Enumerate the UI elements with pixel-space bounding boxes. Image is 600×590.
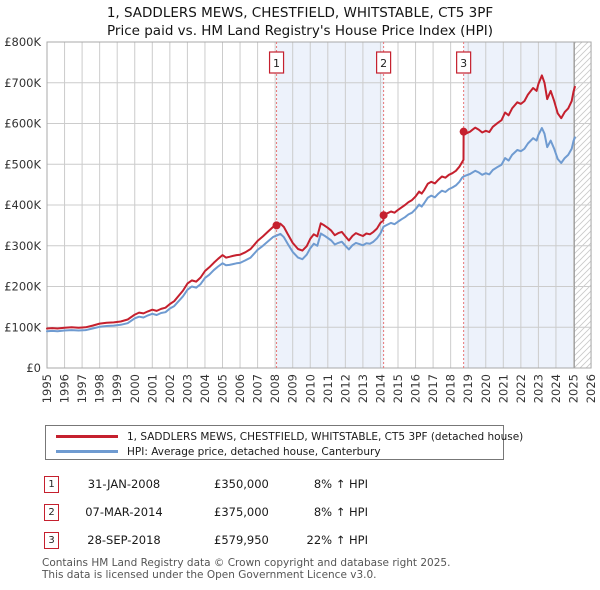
price-chart: 1, SADDLERS MEWS, CHESTFIELD, WHITSTABLE…: [4, 5, 598, 403]
sale-marker-box: [268, 51, 285, 74]
x-axis-label: 1997: [75, 374, 89, 403]
price-paid-line: [46, 74, 576, 330]
y-axis-label: £100K: [4, 320, 41, 334]
sale-number-badge: 1: [44, 476, 59, 493]
sale-marker-box: [376, 51, 392, 74]
license-footer: Contains HM Land Registry data © Crown c…: [42, 557, 451, 581]
legend-label-price: 1, SADDLERS MEWS, CHESTFIELD, WHITSTABLE…: [127, 430, 524, 443]
x-axis-label: 2009: [286, 374, 300, 403]
sale-marker-dot: [379, 211, 388, 220]
table-row: 2 07-MAR-2014 £375,000 8% ↑ HPI: [0, 504, 600, 522]
x-axis-label: 2008: [268, 374, 282, 403]
x-axis-label: 2015: [391, 374, 405, 403]
x-axis-label: 2020: [479, 374, 493, 403]
sale-marker-box: [456, 51, 472, 74]
table-row: 3 28-SEP-2018 £579,950 22% ↑ HPI: [0, 532, 600, 550]
x-axis-label: 2002: [163, 374, 177, 403]
sale-marker-number: 2: [380, 57, 387, 70]
x-axis-label: 1999: [110, 374, 124, 403]
sale-marker-dot: [272, 221, 281, 230]
x-axis-label: 1998: [93, 374, 107, 403]
sale-vs-hpi: 8% ↑ HPI: [313, 477, 368, 491]
x-axis-label: 1995: [40, 374, 54, 403]
x-axis-label: 2017: [426, 374, 440, 403]
x-axis-label: 2016: [409, 374, 423, 403]
sale-date: 28-SEP-2018: [87, 533, 161, 547]
x-axis-label: 2000: [128, 374, 142, 403]
page-subtitle: Price paid vs. HM Land Registry's House …: [107, 23, 493, 39]
y-axis-label: £200K: [4, 280, 41, 294]
x-axis-label: 2006: [233, 374, 247, 403]
x-axis-label: 2025: [567, 374, 581, 403]
chart-legend: 1, SADDLERS MEWS, CHESTFIELD, WHITSTABLE…: [45, 425, 523, 460]
sale-vs-hpi: 22% ↑ HPI: [306, 533, 368, 547]
x-axis-label: 2023: [531, 374, 545, 403]
x-axis-label: 2001: [145, 374, 159, 403]
sale-date: 07-MAR-2014: [85, 505, 163, 519]
y-axis-label: £700K: [4, 76, 41, 90]
y-axis-label: £800K: [4, 35, 41, 49]
x-axis-label: 1996: [58, 374, 72, 403]
sale-vs-hpi: 8% ↑ HPI: [313, 505, 368, 519]
y-axis-label: £600K: [4, 117, 41, 131]
legend-row-price: 1, SADDLERS MEWS, CHESTFIELD, WHITSTABLE…: [56, 429, 523, 444]
hpi-line-swatch: [56, 450, 118, 453]
x-axis-label: 2026: [584, 374, 598, 403]
sale-price: £350,000: [214, 477, 269, 491]
sale-date: 31-JAN-2008: [87, 477, 161, 491]
x-axis-label: 2004: [198, 374, 212, 403]
sale-marker-number: 3: [460, 57, 467, 70]
sale-marker-dot: [459, 127, 468, 136]
x-axis-label: 2013: [356, 374, 370, 403]
footer-line-1: Contains HM Land Registry data © Crown c…: [42, 557, 451, 569]
y-axis-label: £400K: [4, 198, 41, 212]
sale-price: £375,000: [214, 505, 269, 519]
sale-price: £579,950: [214, 533, 269, 547]
sale-marker-number: 1: [273, 57, 280, 70]
x-axis-label: 2011: [321, 374, 335, 403]
plot-border: [46, 41, 592, 369]
sale-number-badge: 2: [44, 504, 59, 521]
hpi-line: [46, 127, 576, 333]
x-axis-label: 2022: [514, 374, 528, 403]
legend-label-hpi: HPI: Average price, detached house, Cant…: [127, 445, 381, 458]
x-axis-label: 2012: [338, 374, 352, 403]
x-axis-label: 2010: [303, 374, 317, 403]
x-axis-label: 2014: [373, 374, 387, 403]
x-axis-label: 2018: [444, 374, 458, 403]
sale-number-badge: 3: [44, 532, 59, 549]
x-axis-label: 2024: [549, 374, 563, 403]
plot-area: 1 2 3 £0 £100K £200K £300K £400K £500K £600K £700K…: [4, 35, 598, 403]
y-axis-label: £500K: [4, 157, 41, 171]
table-row: 1 31-JAN-2008 £350,000 8% ↑ HPI: [0, 476, 600, 494]
page-title: 1, SADDLERS MEWS, CHESTFIELD, WHITSTABLE…: [107, 5, 493, 21]
legend-row-hpi: HPI: Average price, detached house, Cant…: [56, 444, 503, 459]
x-axis-label: 2005: [216, 374, 230, 403]
price-line-swatch: [56, 435, 118, 438]
footer-line-2: This data is licensed under the Open Gov…: [42, 568, 377, 581]
x-axis-label: 2007: [251, 374, 265, 403]
x-axis-label: 2003: [180, 374, 194, 403]
x-axis-label: 2019: [461, 374, 475, 403]
x-axis-label: 2021: [496, 374, 510, 403]
y-axis-label: £300K: [4, 239, 41, 253]
y-axis-label: £0: [26, 361, 41, 375]
